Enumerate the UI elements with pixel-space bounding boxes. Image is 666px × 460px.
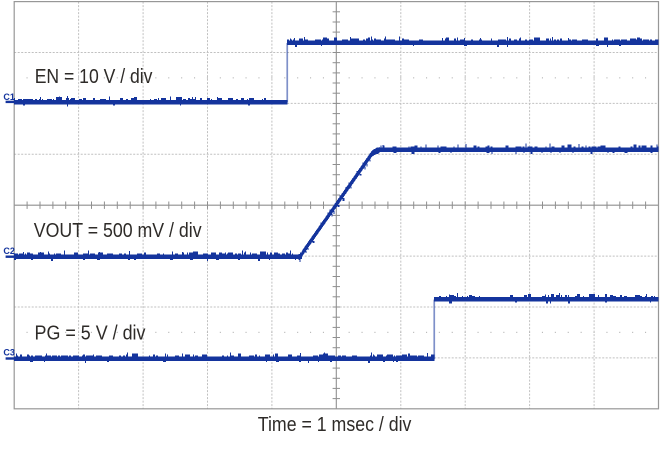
svg-text:C1: C1	[3, 92, 15, 102]
svg-text:EN = 10 V / div: EN = 10 V / div	[35, 66, 153, 88]
svg-text:PG = 5 V / div: PG = 5 V / div	[35, 323, 146, 345]
svg-text:C2: C2	[3, 246, 15, 256]
svg-text:C3: C3	[3, 347, 15, 357]
svg-text:VOUT = 500 mV / div: VOUT = 500 mV / div	[34, 220, 202, 242]
svg-text:Time = 1 msec / div: Time = 1 msec / div	[258, 413, 412, 436]
